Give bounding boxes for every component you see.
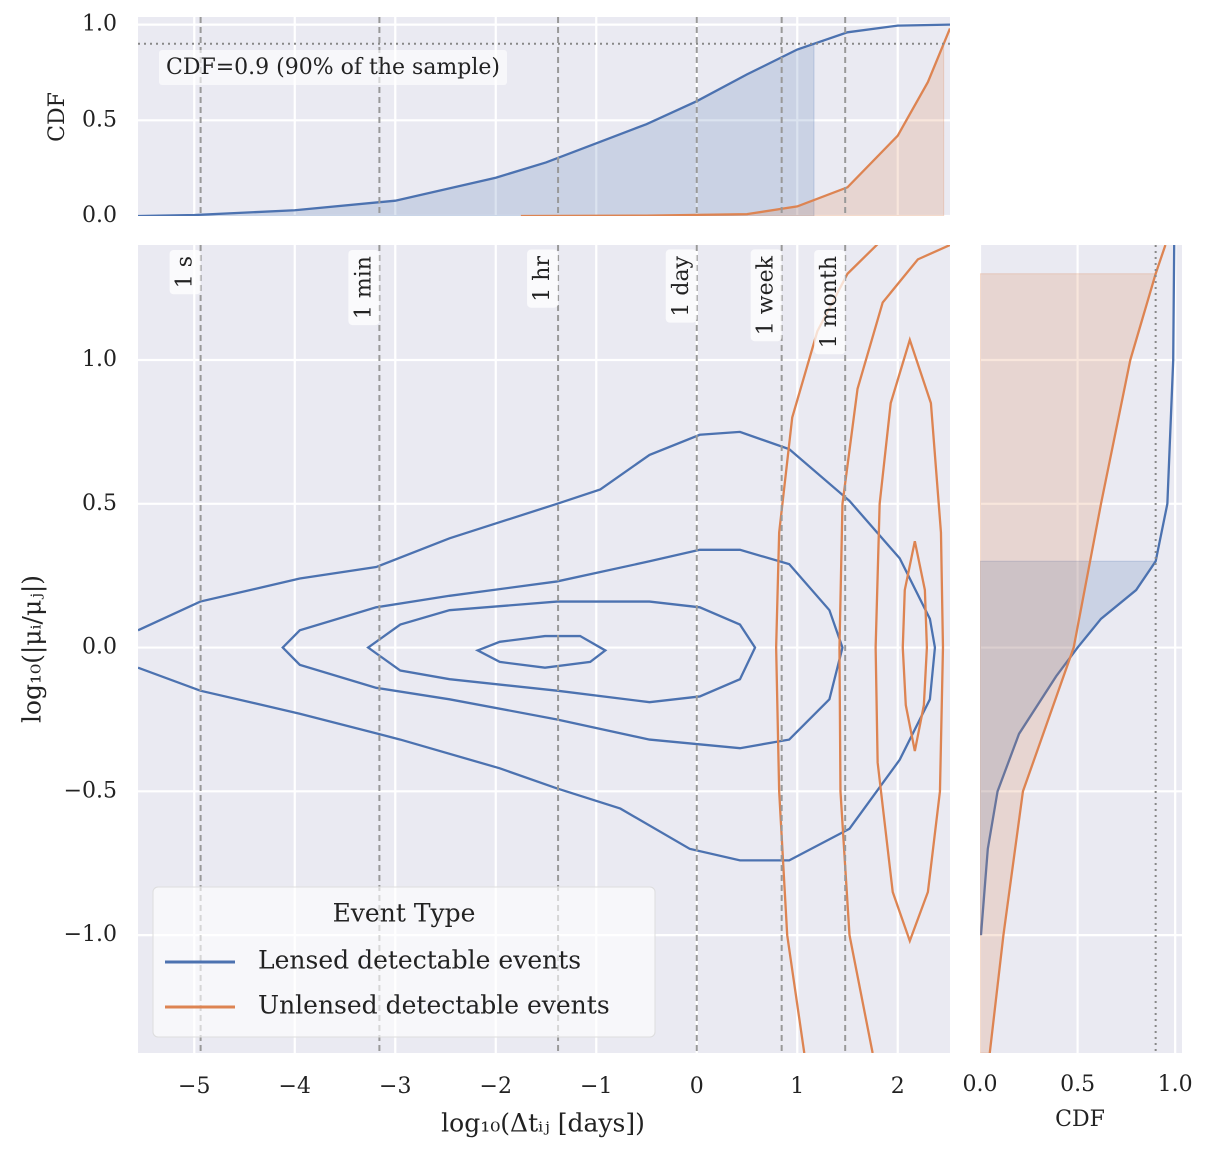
time-marker-box (750, 249, 782, 342)
y-tick-label: 0.0 (82, 635, 117, 660)
x-tick-label: −1 (580, 1074, 612, 1099)
contour-line (366, 600, 757, 704)
x-tick-label: −4 (279, 1074, 311, 1099)
legend-label: Unlensed detectable events (258, 991, 610, 1020)
time-marker-box (527, 249, 559, 308)
time-marker: 1 day (665, 249, 697, 323)
x-tick-label: 2 (891, 1074, 905, 1099)
time-marker-label: 1 s (173, 256, 198, 288)
y-tick-label: −1.0 (64, 922, 117, 947)
time-marker: 1 s (169, 250, 201, 295)
time-marker-box (665, 249, 697, 323)
y-tick-label: 1.0 (82, 347, 117, 372)
cdf-line (988, 245, 1167, 1053)
x-tick-label: −3 (379, 1074, 411, 1099)
top-y-axis-label: CDF (45, 92, 70, 142)
right-cdf (980, 245, 1176, 1053)
contour-line (474, 634, 608, 669)
time-marker: 1 month (814, 250, 846, 355)
cdf-line (520, 28, 950, 216)
time-marker: 1 hr (527, 249, 559, 308)
top-y-tick-label: 1.0 (82, 12, 117, 37)
x-tick-label: −2 (480, 1074, 512, 1099)
time-marker: 1 week (750, 249, 782, 342)
time-marker-label: 1 min (351, 256, 376, 319)
y-tick-label: 0.5 (82, 491, 117, 516)
contour-line (138, 430, 937, 862)
contour-line (901, 540, 929, 752)
right-x-tick-label: 1.0 (1158, 1072, 1193, 1097)
contour-line (874, 336, 945, 945)
annotation-box (159, 50, 508, 85)
right-x-tick-label: 0.5 (1060, 1072, 1095, 1097)
top-y-tick-label: 0.5 (82, 107, 117, 132)
x-axis-label: log₁₀(Δtᵢⱼ [days]) (441, 1109, 645, 1138)
overlays: 1 s 1 min 1 hr 1 day 1 week 1 month CDF=0.9 (9… (138, 17, 1157, 1053)
right-panel (980, 245, 1182, 1053)
legend-box (152, 886, 656, 1038)
time-marker-box (814, 250, 846, 355)
cdf-line (980, 245, 1176, 936)
time-marker-label: 1 week (754, 255, 779, 335)
x-tick-label: 0 (690, 1074, 704, 1099)
right-x-axis-label: CDF (1055, 1107, 1105, 1132)
x-tick-label: 1 (790, 1074, 804, 1099)
top-y-tick-label: 0.0 (82, 203, 117, 228)
time-marker-label: 1 day (669, 255, 694, 316)
cdf-line (138, 23, 950, 216)
legend-title: Event Type (333, 899, 476, 928)
time-marker-box (169, 250, 201, 295)
y-tick-label: −0.5 (64, 778, 117, 803)
legend: Event Type Lensed detectable events Unlens… (152, 886, 656, 1038)
right-x-tick-label: 0.0 (963, 1072, 998, 1097)
legend-label: Lensed detectable events (258, 946, 581, 975)
x-tick-label: −5 (178, 1074, 210, 1099)
contour-line (838, 245, 950, 1053)
contour-line (281, 548, 844, 750)
time-marker-label: 1 month (817, 256, 842, 348)
time-marker: 1 min (348, 250, 380, 326)
time-marker-box (348, 250, 380, 326)
annotation: CDF=0.9 (90% of the sample) (166, 55, 500, 80)
time-marker-label: 1 hr (530, 256, 555, 302)
y-axis-label: log₁₀(|μᵢ/μⱼ|) (18, 575, 48, 723)
